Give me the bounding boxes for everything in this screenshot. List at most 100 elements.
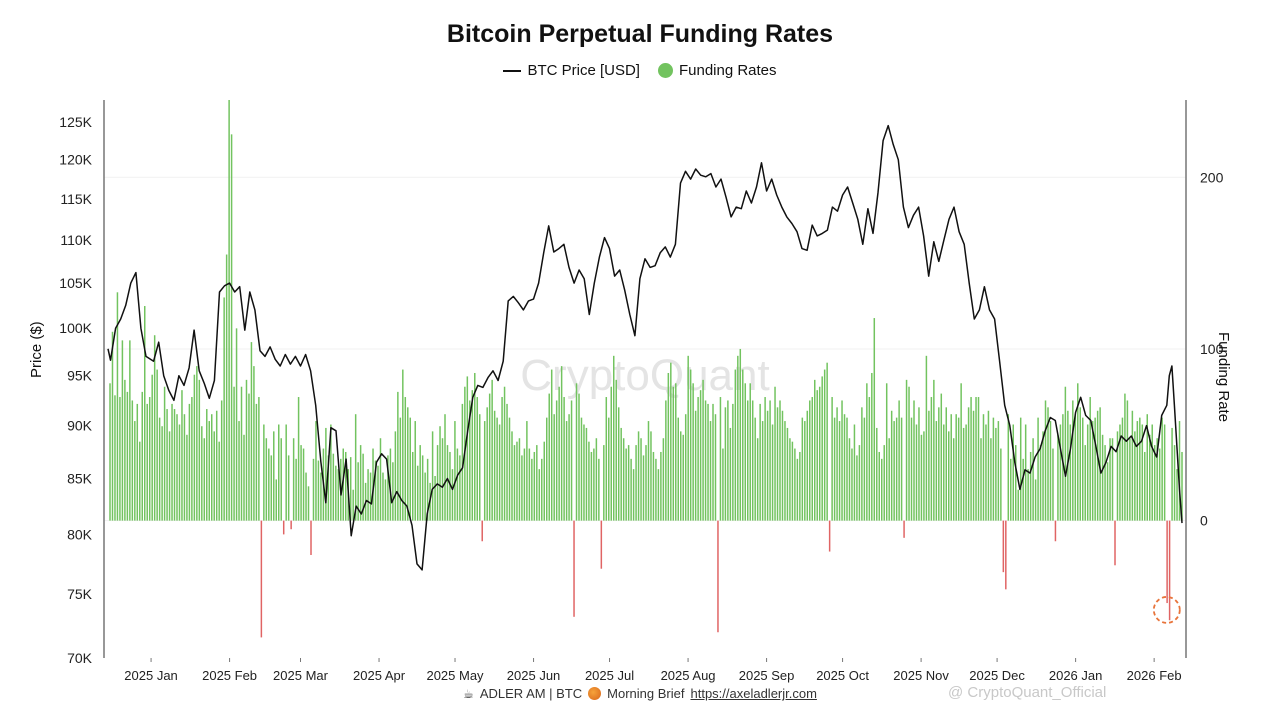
funding-bar [312,458,315,521]
legend-item-funding[interactable]: Funding Rates [657,62,777,79]
funding-bar [789,438,791,521]
funding-bar [369,472,372,521]
funding-bar [382,472,384,521]
funding-bar [1002,520,1005,573]
funding-bar [342,448,344,521]
funding-bar [280,438,282,521]
funding-bar [186,434,188,521]
funding-bar [833,417,836,521]
funding-bar [980,438,982,521]
funding-bar [317,460,320,521]
funding-bar [903,520,905,538]
funding-bar [163,386,166,521]
y-left-tick-label: 85K [67,470,93,486]
funding-bar [479,414,481,521]
footer-link[interactable]: https://axeladlerjr.com [690,686,817,701]
chart-title: Bitcoin Perpetual Funding Rates [446,20,834,48]
funding-bar [1146,414,1148,521]
funding-bar [1163,424,1166,521]
funding-bar [861,407,863,521]
funding-bar [1129,438,1131,521]
y-left-tick-label: 75K [67,586,93,602]
funding-bar [677,417,679,521]
funding-bar [692,383,694,521]
funding-bar [305,472,307,521]
funding-bar [315,421,317,521]
funding-bar [640,438,642,521]
funding-bar [546,417,548,521]
funding-bar [1114,520,1116,566]
funding-bar [729,427,732,521]
funding-bar [198,379,201,521]
funding-bar [1062,414,1064,521]
legend-item-price[interactable]: BTC Price [USD] [503,62,640,79]
funding-bar [764,397,766,521]
legend-line-swatch [503,69,522,72]
funding-bar [660,451,662,521]
funding-bar [1131,410,1134,521]
funding-bar [823,369,826,521]
funding-bar [295,458,297,521]
funding-bar [1171,427,1173,521]
x-tick-label: 2026 Jan [1049,668,1103,683]
funding-bar [749,383,751,521]
funding-bar [1024,424,1027,521]
funding-bar [225,254,228,521]
funding-bar [327,455,330,521]
funding-bar [228,100,230,521]
funding-bar [781,410,784,521]
funding-bar [402,369,404,521]
funding-bar [1034,479,1037,521]
funding-bar [171,403,173,521]
funding-bar [1109,438,1111,521]
funding-bar [230,134,233,521]
funding-bar [930,397,933,521]
funding-bar [203,438,206,521]
funding-bar [680,431,682,521]
funding-bar [124,379,126,521]
footer-author: ADLER AM | BTC [479,686,583,701]
funding-bar [332,453,335,521]
funding-bar [538,469,541,521]
funding-bar [273,431,275,521]
funding-bar [575,383,578,521]
funding-bar [828,520,831,552]
funding-bar [325,427,327,521]
funding-bar [814,379,816,521]
funding-bar [804,421,806,521]
funding-bar [255,403,258,521]
funding-bar [560,366,563,521]
funding-bar [873,318,876,521]
funding-bar [1094,417,1096,521]
funding-bar [345,451,347,521]
funding-bar [302,448,305,521]
funding-bar [982,414,985,521]
funding-bar [111,331,114,521]
funding-bar [1126,400,1129,521]
funding-bar [709,421,712,521]
funding-bar [513,445,516,521]
axes-layer [103,100,1187,658]
funding-bar [898,400,900,521]
funding-bar [622,438,625,521]
funding-bar [650,431,652,521]
funding-bar [424,472,426,521]
funding-bar [670,362,672,521]
funding-bar [553,414,555,521]
funding-bar [451,469,454,521]
funding-bar [444,414,446,521]
funding-bar [1064,386,1067,521]
funding-bar [962,427,965,521]
funding-bar [791,441,794,521]
funding-bar [248,393,250,521]
funding-bar [918,407,920,521]
funding-bar [349,457,352,521]
funding-bar [389,448,392,521]
funding-bar [300,445,302,521]
y-axis-left-label: Price ($) [28,321,45,378]
funding-bar [818,386,821,521]
funding-bar [990,438,992,521]
funding-bar [627,445,630,521]
chart-watermark: CryptoQuant [520,351,769,400]
funding-bar [957,417,960,521]
